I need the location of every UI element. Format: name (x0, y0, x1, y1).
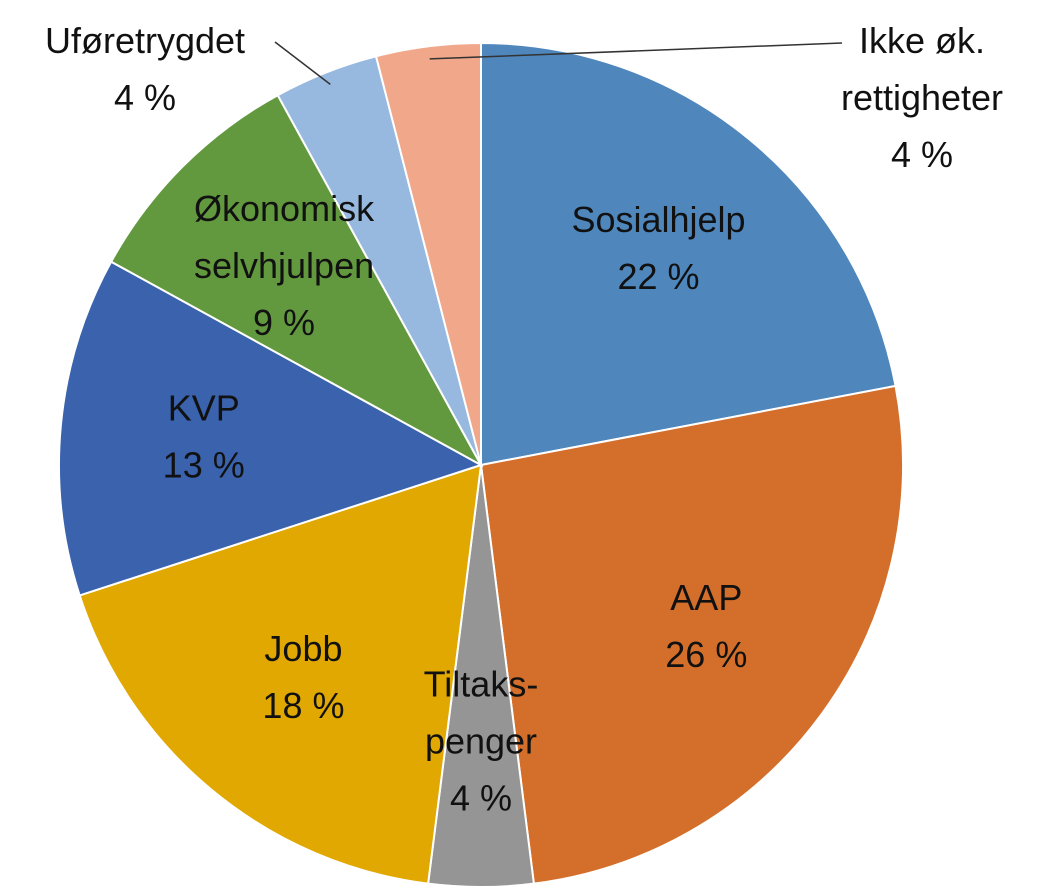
value-label: 22 % (618, 255, 700, 296)
pie-slice (78, 463, 483, 885)
leader-line (274, 41, 331, 86)
pie-slice (480, 41, 897, 467)
value-label: 13 % (163, 444, 245, 485)
value-label: 4 % (114, 77, 176, 118)
category-label: Økonomisk (194, 188, 375, 229)
category-label: rettigheter (841, 77, 1003, 118)
value-label: 26 % (665, 634, 747, 675)
category-label: selvhjulpen (194, 245, 374, 286)
value-label: 9 % (253, 302, 315, 343)
slice-label: Jobb 18 % (262, 628, 344, 726)
slice-label: AAP 26 % (665, 577, 747, 675)
category-label: KVP (168, 387, 240, 428)
value-label: 4 % (891, 134, 953, 175)
slice-label: Tiltaks-penger 4 % (424, 663, 539, 818)
value-label: 4 % (450, 777, 512, 818)
leader-line (429, 42, 843, 60)
category-label: Uføretrygdet (45, 20, 245, 61)
slice-label: KVP 13 % (163, 387, 245, 485)
value-label: 18 % (262, 685, 344, 726)
slice-label: Sosialhjelp 22 % (571, 198, 745, 296)
category-label: Ikke øk. (859, 20, 985, 61)
slice-label: Uføretrygdet 4 % (45, 20, 245, 118)
slice-label: Økonomisk selvhjulpen 9 % (194, 188, 375, 343)
category-label: Jobb (264, 628, 342, 669)
category-label: penger (425, 720, 537, 761)
pie-slice (374, 41, 482, 466)
pie-slice (109, 93, 484, 468)
pie-slice (479, 384, 904, 885)
pie-slice (58, 260, 484, 597)
category-label: AAP (670, 577, 742, 618)
category-label: Sosialhjelp (571, 198, 745, 239)
slice-label: Ikke øk. rettigheter 4 % (841, 20, 1003, 175)
category-label: Tiltaks- (424, 663, 539, 704)
